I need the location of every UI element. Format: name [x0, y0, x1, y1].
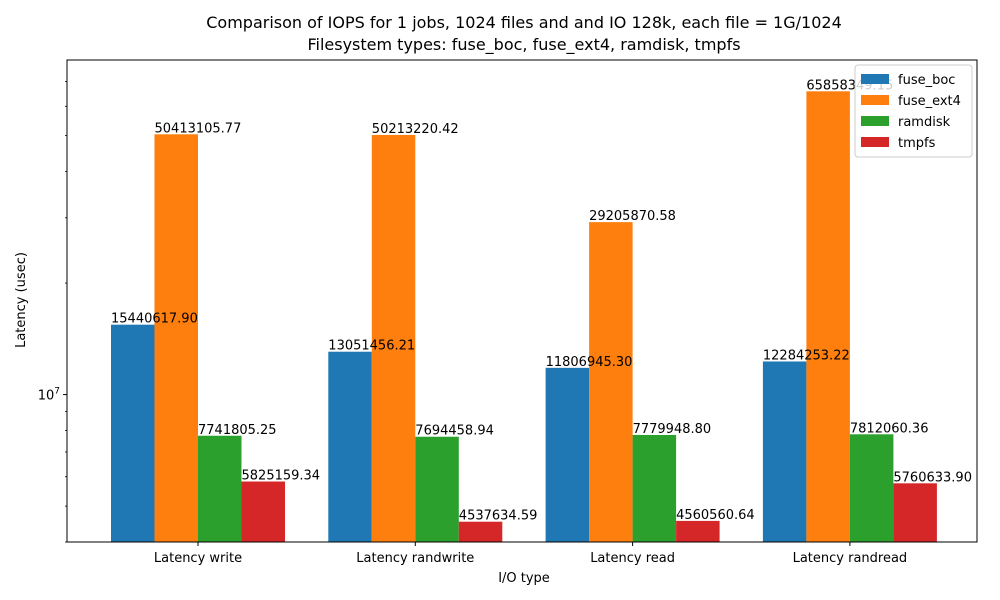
y-axis-label: Latency (usec): [14, 252, 29, 348]
legend-label-tmpfs: tmpfs: [898, 136, 936, 151]
x-tick-label-1: Latency write: [154, 551, 242, 566]
bar-fuse-ext4-2: [371, 134, 416, 542]
legend-label-fuse-boc: fuse_boc: [898, 73, 955, 88]
data-label-fuse-boc-2: 13051456.21: [328, 339, 415, 354]
data-label-ramdisk-3: 7779948.80: [633, 422, 712, 437]
x-tick-label-3: Latency read: [590, 551, 675, 566]
bar-fuse-boc-1: [111, 324, 155, 542]
chart-title-line1: Comparison of IOPS for 1 jobs, 1024 file…: [206, 13, 842, 32]
bar-fuse-boc-4: [762, 361, 807, 542]
bar-ramdisk-1: [198, 435, 242, 542]
legend-swatch-tmpfs: [861, 137, 889, 147]
bar-fuse-ext4-4: [806, 91, 850, 543]
legend-box: [854, 64, 973, 158]
bar-tmpfs-1: [241, 481, 285, 542]
chart-title-line2: Filesystem types: fuse_boc, fuse_ext4, r…: [307, 35, 740, 55]
plot-frame: [66, 59, 978, 543]
bar-ramdisk-2: [415, 436, 459, 542]
legend-label-ramdisk: ramdisk: [898, 115, 951, 130]
data-label-ramdisk-1: 7741805.25: [198, 423, 277, 438]
data-label-fuse-ext4-2: 50213220.42: [372, 122, 459, 137]
bar-fuse-ext4-1: [154, 134, 198, 543]
data-labels-layer: 15440617.90 13051456.21 11806945.30 1228425…: [111, 78, 972, 523]
data-label-fuse-ext4-3: 29205870.58: [589, 209, 676, 224]
data-label-ramdisk-2: 7694458.94: [415, 424, 494, 439]
data-label-ramdisk-4: 7812060.36: [850, 421, 929, 436]
legend-swatch-ramdisk: [861, 116, 889, 126]
bar-ramdisk-3: [632, 434, 677, 542]
bar-ramdisk-4: [849, 434, 894, 542]
data-label-tmpfs-2: 4537634.59: [459, 509, 538, 524]
y-tick-label: 107: [38, 387, 60, 404]
data-label-tmpfs-1: 5825159.34: [242, 469, 321, 484]
x-tick-label-2: Latency randwrite: [356, 551, 474, 566]
legend-label-fuse-ext4: fuse_ext4: [898, 94, 961, 109]
legend-swatch-fuse-ext4: [861, 95, 889, 105]
bar-tmpfs-4: [893, 483, 937, 542]
data-label-fuse-boc-4: 12284253.22: [763, 348, 850, 363]
axes-layer: Latency write Latency randwrite Latency re…: [38, 59, 978, 566]
data-label-fuse-boc-1: 15440617.90: [111, 312, 198, 327]
x-axis-label: I/O type: [498, 571, 550, 586]
data-label-tmpfs-3: 4560560.64: [676, 508, 755, 523]
data-label-fuse-boc-3: 11806945.30: [546, 355, 633, 370]
bars-layer: [111, 91, 937, 543]
bar-tmpfs-3: [676, 520, 720, 542]
x-tick-label-4: Latency randread: [793, 551, 908, 566]
bar-fuse-ext4-3: [589, 222, 633, 542]
legend-swatch-fuse-boc: [861, 74, 889, 84]
data-label-fuse-ext4-1: 50413105.77: [155, 121, 242, 136]
data-label-tmpfs-4: 5760633.90: [893, 470, 972, 485]
bar-fuse-boc-3: [545, 367, 590, 542]
bar-fuse-boc-2: [328, 351, 372, 542]
bar-tmpfs-2: [458, 521, 503, 542]
